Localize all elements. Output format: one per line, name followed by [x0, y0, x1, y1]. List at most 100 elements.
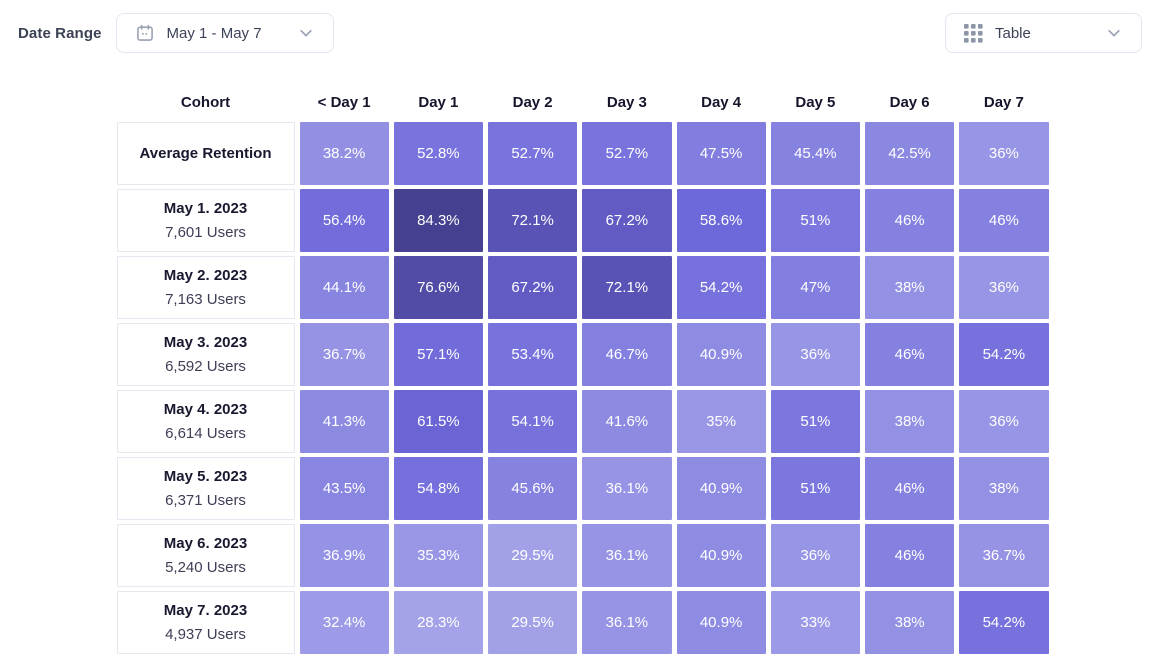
- retention-cell: 29.5%: [488, 524, 578, 587]
- cohort-label: May 1. 2023: [163, 200, 248, 217]
- cohort-cell: May 5. 2023 6,371 Users: [116, 457, 295, 520]
- cohort-users-count: 7,163 Users: [165, 291, 246, 308]
- cohort-label: May 2. 2023: [163, 267, 248, 284]
- retention-cell: 56.4%: [299, 189, 389, 252]
- retention-cell: 43.5%: [299, 457, 389, 520]
- cohort-users-count: 6,371 Users: [165, 492, 246, 509]
- retention-cell: 36%: [959, 256, 1049, 319]
- cohort-label: May 6. 2023: [163, 535, 248, 552]
- cohort-label: May 4. 2023: [163, 401, 248, 418]
- retention-cell: 33%: [770, 591, 860, 654]
- column-header-day-4: Day 4: [701, 93, 742, 111]
- retention-cell: 51%: [770, 390, 860, 453]
- retention-cell: 32.4%: [299, 591, 389, 654]
- retention-cell: 36.1%: [582, 524, 672, 587]
- cohort-users-count: 6,614 Users: [165, 425, 246, 442]
- retention-cell: 47%: [770, 256, 860, 319]
- date-range-label: Date Range: [18, 24, 102, 42]
- retention-cell: 38%: [865, 390, 955, 453]
- retention-cell: 36%: [770, 524, 860, 587]
- column-header-day-1: Day 1: [418, 93, 459, 111]
- retention-cell: 35%: [676, 390, 766, 453]
- calendar-icon: [135, 23, 155, 43]
- retention-cell: 58.6%: [676, 189, 766, 252]
- retention-cell: 46%: [865, 323, 955, 386]
- retention-cell: 54.2%: [959, 323, 1049, 386]
- retention-cell: 38%: [865, 256, 955, 319]
- cohort-users-count: 6,592 Users: [165, 358, 246, 375]
- retention-cell: 38%: [959, 457, 1049, 520]
- retention-cell: 54.8%: [393, 457, 483, 520]
- retention-cell: 52.7%: [582, 122, 672, 185]
- date-range-value: May 1 - May 7: [166, 24, 262, 42]
- retention-cell: 29.5%: [488, 591, 578, 654]
- retention-cell: 45.6%: [488, 457, 578, 520]
- column-header-day-3: Day 3: [606, 93, 647, 111]
- retention-cell: 36.7%: [959, 524, 1049, 587]
- cohort-cell-average: Average Retention: [116, 122, 295, 185]
- retention-cell: 57.1%: [393, 323, 483, 386]
- column-header-day-2: Day 2: [512, 93, 553, 111]
- retention-cell: 41.3%: [299, 390, 389, 453]
- retention-cell: 84.3%: [393, 189, 483, 252]
- retention-cell: 54.1%: [488, 390, 578, 453]
- retention-cell: 35.3%: [393, 524, 483, 587]
- retention-cell: 41.6%: [582, 390, 672, 453]
- cohort-label: Average Retention: [139, 145, 272, 162]
- retention-cell: 46%: [865, 189, 955, 252]
- retention-cell: 40.9%: [676, 323, 766, 386]
- retention-cell: 36%: [959, 122, 1049, 185]
- retention-cell: 72.1%: [488, 189, 578, 252]
- cohort-cell: May 3. 2023 6,592 Users: [116, 323, 295, 386]
- retention-cell: 36.1%: [582, 457, 672, 520]
- retention-cell: 67.2%: [582, 189, 672, 252]
- cohort-label: May 5. 2023: [163, 468, 248, 485]
- retention-cell: 76.6%: [393, 256, 483, 319]
- retention-cell: 40.9%: [676, 457, 766, 520]
- retention-cell: 40.9%: [676, 591, 766, 654]
- grid-icon: [964, 23, 983, 43]
- retention-cell: 72.1%: [582, 256, 672, 319]
- column-header-day-0: < Day 1: [317, 93, 371, 111]
- cohort-label: May 7. 2023: [163, 602, 248, 619]
- chevron-down-icon: [1105, 24, 1123, 42]
- cohort-users-count: 7,601 Users: [165, 224, 246, 241]
- column-header-day-5: Day 5: [795, 93, 836, 111]
- retention-grid: Cohort < Day 1 Day 1 Day 2 Day 3 Day 4 Day 5 Da…: [116, 89, 1049, 654]
- date-range-select[interactable]: May 1 - May 7: [115, 13, 334, 53]
- retention-cell: 38.2%: [299, 122, 389, 185]
- retention-cell: 67.2%: [488, 256, 578, 319]
- retention-cell: 45.4%: [770, 122, 860, 185]
- cohort-cell: May 2. 2023 7,163 Users: [116, 256, 295, 319]
- retention-cell: 40.9%: [676, 524, 766, 587]
- retention-cell: 36.7%: [299, 323, 389, 386]
- retention-cell: 46%: [865, 524, 955, 587]
- retention-cell: 46%: [959, 189, 1049, 252]
- cohort-cell: May 7. 2023 4,937 Users: [116, 591, 295, 654]
- cohort-users-count: 5,240 Users: [165, 559, 246, 576]
- retention-cell: 54.2%: [959, 591, 1049, 654]
- cohort-cell: May 1. 2023 7,601 Users: [116, 189, 295, 252]
- view-value: Table: [995, 24, 1031, 42]
- column-header-day-6: Day 6: [889, 93, 930, 111]
- cohort-cell: May 6. 2023 5,240 Users: [116, 524, 295, 587]
- date-range-group: Date Range May 1 - May 7: [18, 13, 334, 53]
- retention-cell: 44.1%: [299, 256, 389, 319]
- retention-cell: 36%: [770, 323, 860, 386]
- retention-cell: 38%: [865, 591, 955, 654]
- cohort-cell: May 4. 2023 6,614 Users: [116, 390, 295, 453]
- column-header-day-7: Day 7: [983, 93, 1024, 111]
- view-select[interactable]: Table: [945, 13, 1142, 53]
- retention-cell: 36%: [959, 390, 1049, 453]
- retention-cell: 53.4%: [488, 323, 578, 386]
- column-header-cohort: Cohort: [180, 93, 231, 111]
- cohort-users-count: 4,937 Users: [165, 626, 246, 643]
- retention-cell: 46%: [865, 457, 955, 520]
- retention-cell: 36.1%: [582, 591, 672, 654]
- retention-cell: 42.5%: [865, 122, 955, 185]
- chevron-down-icon: [297, 24, 315, 42]
- retention-cell: 47.5%: [676, 122, 766, 185]
- retention-cell: 28.3%: [393, 591, 483, 654]
- retention-cell: 52.7%: [488, 122, 578, 185]
- cohort-label: May 3. 2023: [163, 334, 248, 351]
